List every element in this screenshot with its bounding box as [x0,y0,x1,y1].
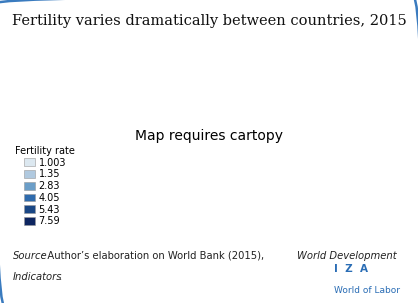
Text: .: . [59,272,62,282]
Text: I  Z  A: I Z A [334,264,368,274]
Text: Indicators: Indicators [13,272,62,282]
Text: World Development: World Development [297,251,396,261]
Text: Fertility varies dramatically between countries, 2015: Fertility varies dramatically between co… [12,14,406,28]
Text: : Author’s elaboration on World Bank (2015),: : Author’s elaboration on World Bank (20… [41,251,267,261]
Text: Source: Source [13,251,47,261]
Text: Map requires cartopy: Map requires cartopy [135,129,283,143]
Legend: 1.003, 1.35, 2.83, 4.05, 5.43, 7.59: 1.003, 1.35, 2.83, 4.05, 5.43, 7.59 [13,144,77,228]
Text: World of Labor: World of Labor [334,286,400,295]
